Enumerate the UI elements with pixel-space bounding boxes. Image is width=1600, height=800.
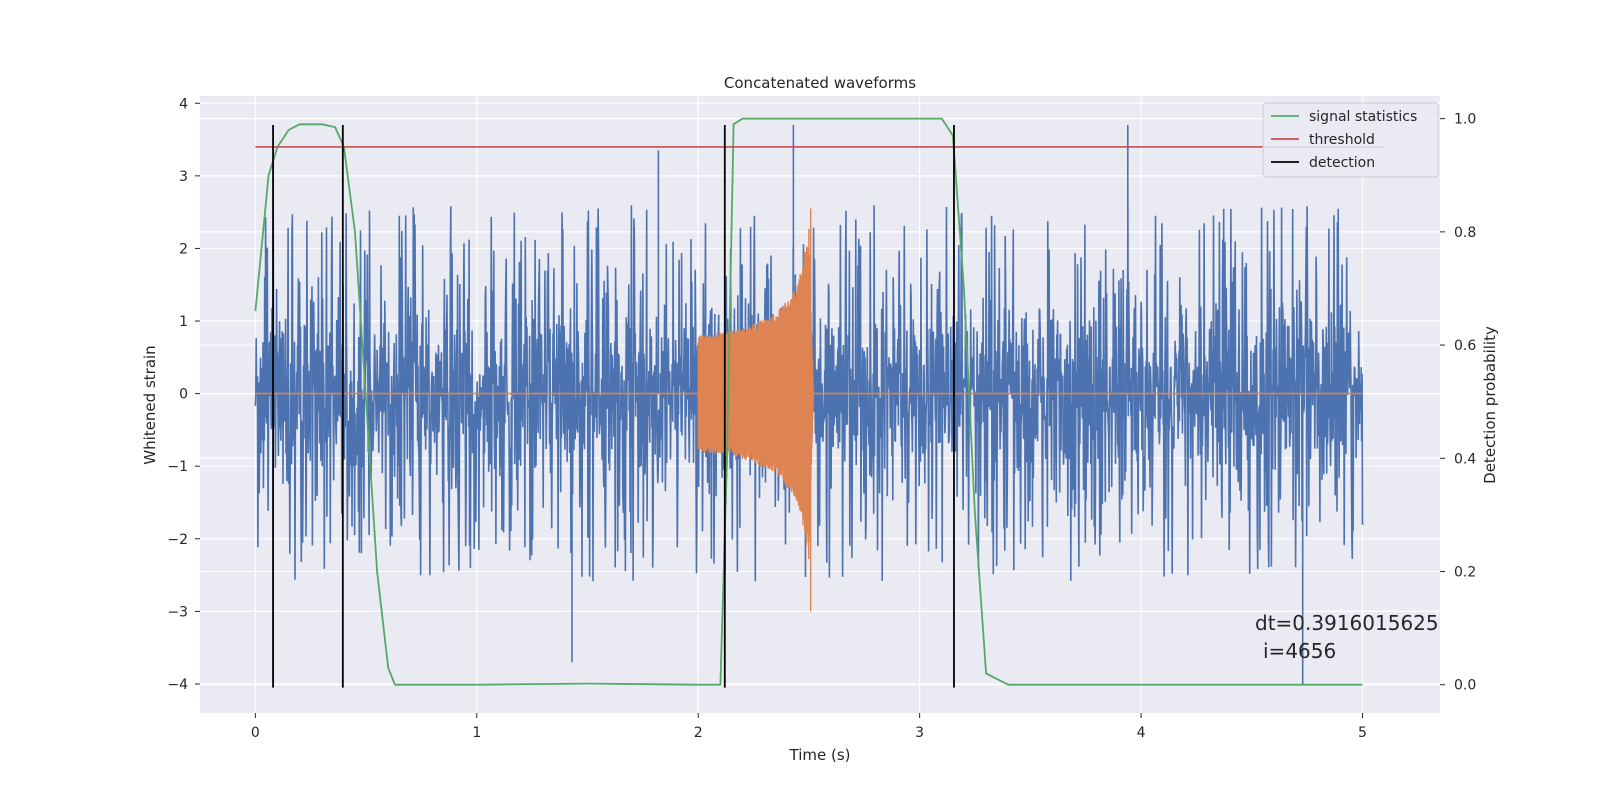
y-tick-label-0: −4 [167, 677, 188, 693]
y-tick-label-3: −1 [167, 459, 188, 475]
x-tick-label-0: 0 [251, 725, 260, 741]
y2-tick-label-4: 0.8 [1454, 225, 1476, 241]
x-axis-label: Time (s) [789, 746, 851, 764]
legend-label-signal: signal statistics [1309, 109, 1417, 125]
y2-tick-label-0: 0.0 [1454, 678, 1476, 694]
y-tick-label-5: 1 [179, 314, 188, 330]
x-tick-label-2: 2 [694, 725, 703, 741]
y-axis-label: Whitened strain [141, 345, 159, 464]
y-tick-label-2: −2 [167, 532, 188, 548]
y2-tick-label-2: 0.4 [1454, 451, 1476, 467]
y2-tick-label-3: 0.6 [1454, 338, 1476, 354]
legend-label-threshold: threshold [1309, 132, 1375, 148]
y-tick-label-6: 2 [179, 241, 188, 257]
y-tick-label-8: 4 [179, 96, 188, 112]
legend-box [1262, 102, 1439, 178]
ticks: 0 1 2 3 4 5 −4 −3 −2 −1 0 1 2 3 4 0.0 0.2 0.4 0.6 0.8 1.0 [167, 96, 1476, 741]
annotation-i: i=4656 [1263, 639, 1336, 663]
legend-label-detection: detection [1309, 155, 1375, 171]
series-layer [254, 117, 1385, 688]
x-tick-label-1: 1 [472, 725, 481, 741]
y2-tick-label-5: 1.0 [1454, 112, 1476, 128]
legend: signal statistics threshold detection [1262, 102, 1439, 178]
x-tick-label-5: 5 [1358, 725, 1367, 741]
y-tick-label-7: 3 [179, 169, 188, 185]
y2-tick-label-1: 0.2 [1454, 564, 1476, 580]
x-tick-label-4: 4 [1137, 725, 1146, 741]
x-tick-label-3: 3 [915, 725, 924, 741]
y-tick-label-4: 0 [179, 387, 188, 403]
injection-line [697, 208, 815, 612]
annotation-dt: dt=0.3916015625 [1255, 611, 1439, 635]
y2-axis-label: Detection probability [1481, 326, 1499, 484]
chart-title: Concatenated waveforms [724, 74, 916, 92]
signal-statistics-line [254, 117, 1363, 686]
y-tick-label-1: −3 [167, 604, 188, 620]
